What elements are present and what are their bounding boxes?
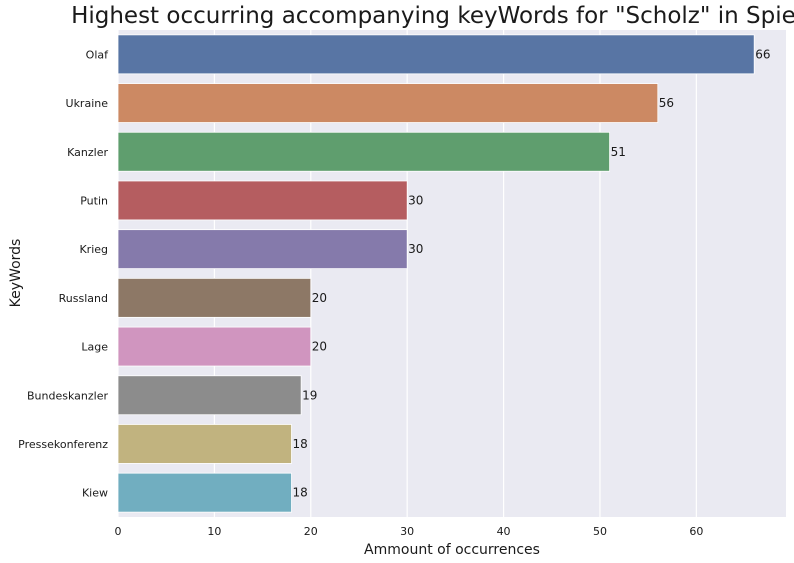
bar-krieg [117, 229, 408, 270]
data-label: 56 [659, 96, 674, 110]
x-tick-label: 20 [304, 525, 318, 538]
data-label: 20 [312, 291, 327, 305]
x-tick-label: 40 [497, 525, 511, 538]
y-tick-label: Kanzler [67, 146, 108, 159]
bar-ukraine [117, 83, 659, 123]
y-tick-label: Lage [81, 341, 108, 354]
y-tick-label: Olaf [86, 48, 109, 61]
y-tick-label: Putin [80, 194, 108, 207]
data-labels: 66 56 51 30 30 20 20 19 18 18 [293, 47, 771, 499]
y-tick-label: Pressekonferenz [18, 438, 108, 451]
y-axis-label: KeyWords [8, 239, 24, 308]
x-tick-labels: 0 10 20 30 40 50 60 [115, 525, 704, 538]
data-label: 19 [302, 388, 317, 402]
data-label: 18 [293, 486, 308, 500]
chart-title: Highest occurring accompanying keyWords … [71, 3, 794, 29]
y-tick-label: Russland [59, 292, 108, 305]
y-tick-labels: Olaf Ukraine Kanzler Putin Krieg Russland Lage… [18, 48, 109, 499]
bar-kanzler [117, 131, 611, 172]
data-label: 66 [755, 47, 770, 61]
x-axis-label: Ammount of occurrences [364, 542, 540, 558]
x-tick-label: 10 [207, 525, 221, 538]
y-tick-label: Ukraine [66, 97, 109, 110]
y-tick-label: Krieg [79, 243, 108, 256]
y-tick-label: Kiew [82, 487, 108, 500]
bar-putin [117, 180, 408, 221]
bar-bundeskanzler [117, 375, 302, 416]
x-tick-label: 30 [400, 525, 414, 538]
data-label: 51 [611, 145, 626, 159]
bar-kiew [117, 472, 292, 513]
x-tick-label: 60 [689, 525, 703, 538]
x-tick-label: 50 [593, 525, 607, 538]
bar-lage [117, 326, 312, 367]
data-label: 20 [312, 340, 327, 354]
bar-pressekonferenz [117, 424, 292, 464]
bar-russland [117, 277, 312, 318]
x-tick-label: 0 [115, 525, 122, 538]
bar-olaf [117, 34, 755, 75]
bars [117, 34, 755, 513]
y-tick-label: Bundeskanzler [27, 389, 108, 402]
data-label: 30 [408, 193, 423, 207]
data-label: 30 [408, 242, 423, 256]
data-label: 18 [293, 437, 308, 451]
